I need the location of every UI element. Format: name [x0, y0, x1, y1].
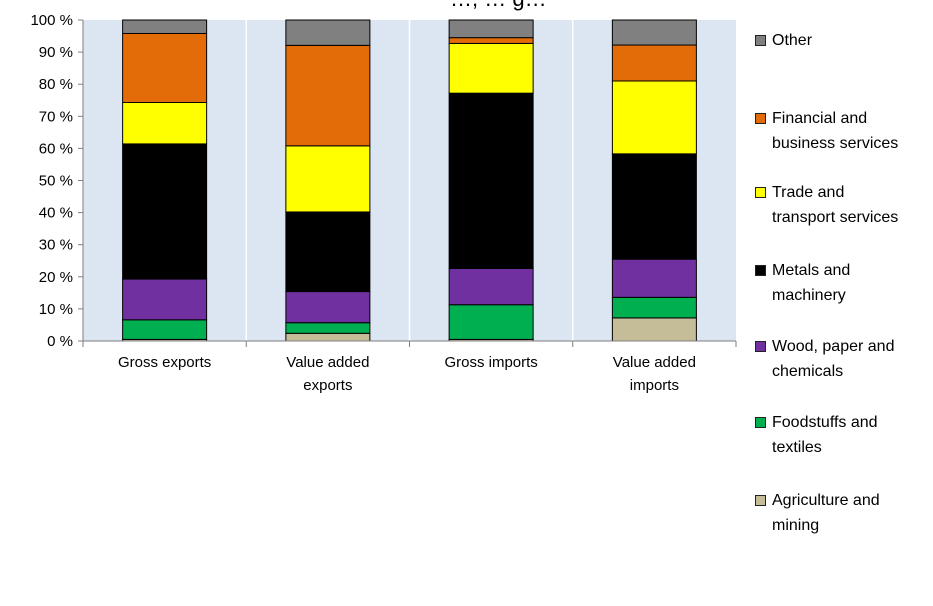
bar-segment: [611, 153, 697, 260]
gray-square-swatch: [755, 35, 766, 46]
orange-square-swatch: [755, 113, 766, 124]
bar-segment: [448, 92, 534, 269]
bar-segment: [611, 317, 697, 342]
bar-segment: [122, 101, 208, 145]
legend-label: Trade and transport services: [772, 184, 899, 226]
x-category-label: Value added exports: [286, 354, 369, 394]
bar-segment: [285, 291, 371, 324]
y-tick-label: 70 %: [39, 108, 73, 125]
bar-segment: [448, 267, 534, 306]
legend-item: Wood, paper and chemicals: [755, 334, 933, 384]
bar-segment: [285, 145, 371, 213]
bar-segment: [448, 37, 534, 44]
x-category-label: Value added imports: [613, 354, 696, 394]
bar-segment: [611, 296, 697, 319]
bar-segment: [611, 19, 697, 46]
bar-segment: [448, 19, 534, 39]
y-tick-label: 30 %: [39, 237, 73, 254]
green-square-swatch: [755, 417, 766, 428]
bar-segment: [122, 278, 208, 321]
y-tick-label: 100 %: [30, 12, 73, 29]
y-tick-label: 90 %: [39, 44, 73, 61]
tan-square-swatch: [755, 495, 766, 506]
bar-segment: [611, 80, 697, 155]
legend-label: Other: [772, 32, 813, 49]
y-tick-label: 20 %: [39, 269, 73, 286]
bar-segment: [122, 32, 208, 103]
bar-segment: [285, 322, 371, 334]
yellow-square-swatch: [755, 187, 766, 198]
legend-label: Agriculture and mining: [772, 492, 880, 534]
legend-label: Wood, paper and chemicals: [772, 338, 895, 380]
legend-item: Agriculture and mining: [755, 488, 933, 538]
x-category-label: Gross exports: [118, 354, 211, 371]
bar-segment: [122, 19, 208, 34]
bar-segment: [285, 44, 371, 147]
y-tick-label: 60 %: [39, 140, 73, 157]
bar-segment: [448, 304, 534, 340]
bar-segment: [611, 44, 697, 82]
bar-segment: [611, 258, 697, 298]
legend-item: Metals and machinery: [755, 258, 933, 308]
bar-segment: [122, 319, 208, 340]
y-tick-label: 40 %: [39, 205, 73, 222]
y-tick-label: 10 %: [39, 301, 73, 318]
black-square-swatch: [755, 265, 766, 276]
legend-label: Financial and business services: [772, 110, 899, 152]
bar-segment: [122, 143, 208, 280]
legend-item: Foodstuffs and textiles: [755, 410, 933, 460]
x-category-label: Gross imports: [444, 354, 537, 371]
bar-segment: [285, 332, 371, 342]
legend-item: Trade and transport services: [755, 180, 933, 230]
bar-segment: [285, 211, 371, 293]
y-tick-label: 50 %: [39, 173, 73, 190]
legend-item: Financial and business services: [755, 106, 933, 156]
bar-segment: [285, 19, 371, 46]
chart-title: …, … g…: [450, 0, 547, 11]
legend-label: Foodstuffs and textiles: [772, 414, 878, 456]
bar-segment: [448, 42, 534, 94]
y-tick-label: 0 %: [47, 333, 73, 350]
purple-square-swatch: [755, 341, 766, 352]
legend-label: Metals and machinery: [772, 262, 851, 304]
legend-item: Other: [755, 28, 933, 53]
y-tick-label: 80 %: [39, 76, 73, 93]
